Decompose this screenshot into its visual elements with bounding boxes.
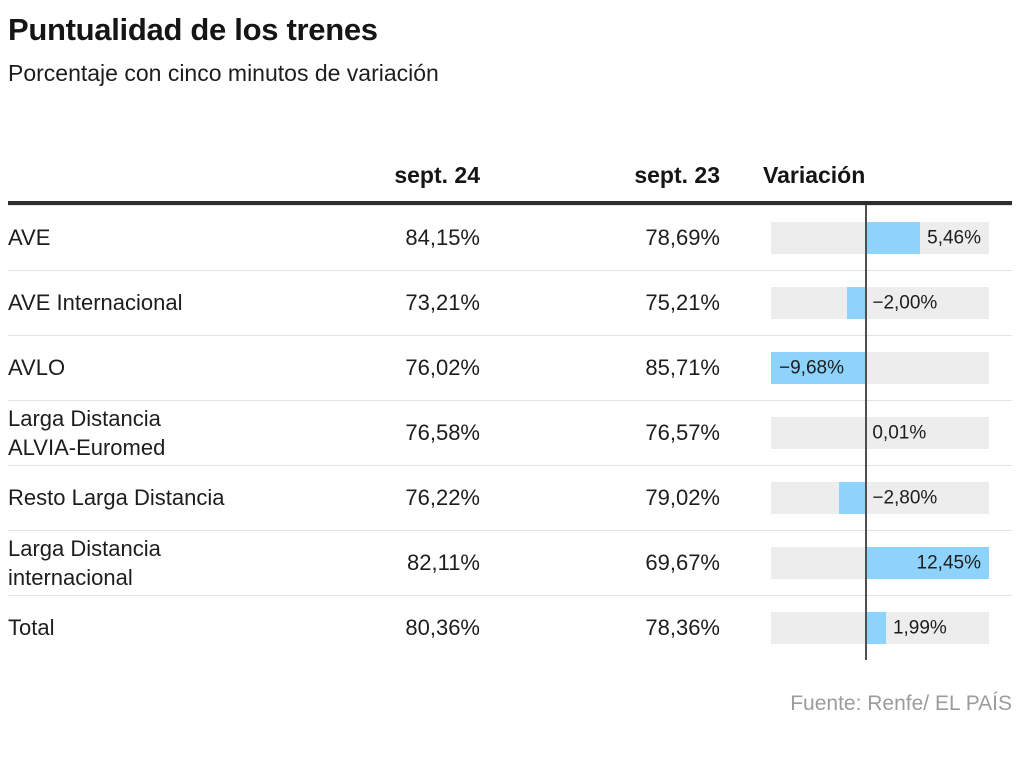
variation-cell: −9,68%: [763, 336, 989, 400]
value-sept23: 85,71%: [645, 355, 720, 381]
table-row: Larga Distancia internacional 82,11% 69,67…: [8, 529, 1012, 595]
variation-value-label: −9,68%: [779, 357, 844, 379]
chart-subtitle: Porcentaje con cinco minutos de variació…: [8, 60, 439, 87]
table-body: AVE 84,15% 78,69% 5,46% AVE Internacional 73,…: [8, 204, 1012, 660]
value-sept23: 79,02%: [645, 485, 720, 511]
variation-cell: 12,45%: [763, 531, 989, 595]
variation-track: 0,01%: [771, 416, 989, 449]
value-sept23: 78,69%: [645, 225, 720, 251]
zero-axis-line: [865, 204, 868, 660]
row-label: Larga Distancia ALVIA-Euromed: [8, 405, 166, 460]
variation-track: −2,00%: [771, 286, 989, 319]
variation-cell: −2,80%: [763, 466, 989, 530]
variation-track: −9,68%: [771, 351, 989, 384]
value-sept23: 78,36%: [645, 615, 720, 641]
variation-value-label: −2,00%: [872, 292, 938, 314]
value-sept24: 76,22%: [405, 485, 480, 511]
row-label: AVE Internacional: [8, 290, 183, 316]
chart-title: Puntualidad de los trenes: [8, 12, 378, 47]
value-sept23: 75,21%: [645, 290, 720, 316]
table-row: Larga Distancia ALVIA-Euromed 76,58% 76,57…: [8, 399, 1012, 465]
row-label: AVE: [8, 225, 51, 251]
table-row: Resto Larga Distancia 76,22% 79,02% −2,80%: [8, 464, 1012, 530]
table-row: AVLO 76,02% 85,71% −9,68%: [8, 334, 1012, 400]
chart-card: Puntualidad de los trenes Porcentaje con…: [8, 0, 1012, 716]
variation-bar: [866, 611, 886, 644]
table-row: AVE 84,15% 78,69% 5,46%: [8, 204, 1012, 270]
variation-value-label: 1,99%: [892, 617, 947, 639]
variation-track: 5,46%: [771, 221, 989, 254]
column-header-variacion: Variación: [763, 161, 866, 188]
source-credit: Fuente: Renfe/ EL PAÍS: [790, 691, 1012, 715]
value-sept24: 76,58%: [405, 420, 480, 446]
value-sept23: 76,57%: [645, 420, 720, 446]
variation-track: 1,99%: [771, 611, 989, 644]
column-header-sept24: sept. 24: [394, 161, 480, 188]
table-header: sept. 24 sept. 23 Variación: [8, 135, 1012, 205]
row-label: Larga Distancia internacional: [8, 535, 161, 590]
variation-bar: [866, 221, 921, 254]
row-label: Total: [8, 615, 55, 641]
variation-bar: [846, 286, 867, 319]
row-label: AVLO: [8, 355, 66, 381]
variation-cell: 1,99%: [763, 596, 989, 660]
variation-value-label: 0,01%: [872, 422, 927, 444]
variation-value-label: 12,45%: [916, 552, 981, 574]
variation-bar: [838, 481, 867, 514]
value-sept24: 73,21%: [405, 290, 480, 316]
column-header-sept23: sept. 23: [634, 161, 720, 188]
variation-value-label: −2,80%: [872, 487, 938, 509]
variation-cell: 0,01%: [763, 401, 989, 465]
value-sept23: 69,67%: [645, 550, 720, 576]
value-sept24: 84,15%: [405, 225, 480, 251]
row-label: Resto Larga Distancia: [8, 485, 225, 511]
variation-track: −2,80%: [771, 481, 989, 514]
variation-bar: [866, 546, 989, 579]
variation-value-label: 5,46%: [927, 227, 982, 249]
variation-track: 12,45%: [771, 546, 989, 579]
variation-cell: 5,46%: [763, 206, 989, 270]
table-row: AVE Internacional 73,21% 75,21% −2,00%: [8, 269, 1012, 335]
variation-cell: −2,00%: [763, 271, 989, 335]
value-sept24: 80,36%: [405, 615, 480, 641]
value-sept24: 82,11%: [407, 550, 480, 576]
value-sept24: 76,02%: [405, 355, 480, 381]
variation-bar: [771, 351, 867, 384]
table-row: Total 80,36% 78,36% 1,99%: [8, 594, 1012, 660]
